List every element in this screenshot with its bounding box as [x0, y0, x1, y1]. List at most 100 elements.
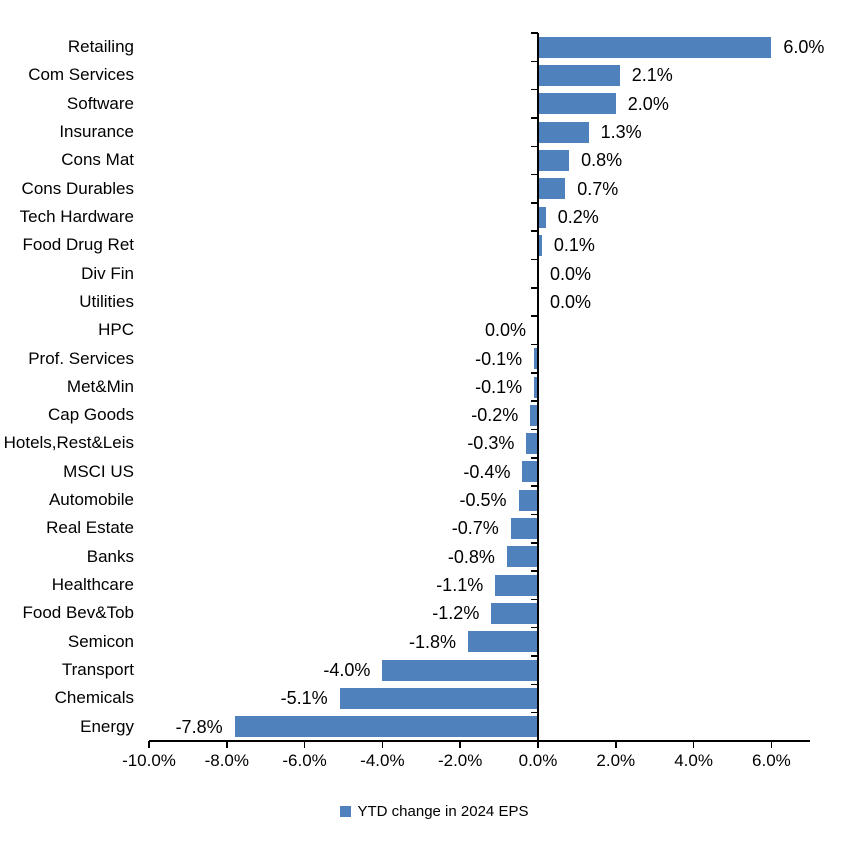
value-label: -5.1%	[280, 688, 328, 709]
bar	[506, 546, 538, 568]
value-axis-tick-label: -8.0%	[204, 751, 249, 770]
value-axis-tick-label: -6.0%	[282, 751, 327, 770]
category-axis-tick-mark	[531, 88, 538, 91]
category-label: Real Estate	[46, 518, 134, 538]
value-label: -0.1%	[475, 348, 523, 369]
bar	[534, 376, 538, 398]
value-label: -1.1%	[436, 575, 484, 596]
value-label: 1.3%	[600, 121, 642, 142]
category-label: Food Drug Ret	[22, 235, 135, 255]
legend-swatch-icon	[339, 806, 351, 817]
legend-label: YTD change in 2024 EPS	[357, 803, 529, 820]
value-label: -0.3%	[467, 433, 515, 454]
category-axis-tick-mark	[531, 570, 538, 572]
category-axis-tick-mark	[531, 683, 538, 686]
category-label: Prof. Services	[28, 348, 134, 368]
category-label: Food Bev&Tob	[22, 603, 134, 623]
category-label: Insurance	[59, 121, 134, 141]
category-label: Semicon	[67, 631, 134, 651]
category-label: Cons Durables	[21, 178, 134, 198]
value-axis-tick-mark	[770, 741, 773, 748]
category-axis-tick-mark	[531, 655, 538, 657]
category-axis-tick-mark	[531, 202, 538, 204]
value-label: 0.0%	[484, 320, 526, 341]
value-label: 0.1%	[553, 235, 595, 256]
bar	[510, 518, 538, 540]
category-axis-tick-mark	[531, 598, 538, 601]
bar	[522, 461, 538, 483]
bar	[538, 178, 566, 200]
value-label: -0.7%	[451, 518, 499, 539]
category-label: Div Fin	[81, 263, 134, 283]
category-label: Healthcare	[51, 575, 134, 595]
category-label: Energy	[80, 716, 134, 736]
category-label: HPC	[98, 320, 134, 340]
value-label: -1.2%	[432, 603, 480, 624]
bar	[518, 489, 538, 511]
category-label: Cap Goods	[48, 405, 134, 425]
category-label: Retailing	[67, 37, 134, 56]
bar	[534, 348, 538, 370]
value-label: -0.5%	[459, 490, 507, 511]
category-axis-tick-mark	[531, 287, 538, 289]
category-label: Automobile	[48, 490, 134, 510]
category-label: MSCI US	[63, 461, 134, 481]
category-axis-tick-mark	[531, 485, 538, 487]
bar	[526, 433, 538, 455]
bar	[538, 234, 542, 256]
value-axis-tick-label: 2.0%	[596, 751, 636, 770]
category-axis-tick-mark	[531, 315, 538, 317]
value-axis-tick-mark	[381, 741, 384, 748]
category-axis-tick-mark	[531, 513, 538, 516]
category-label: Met&Min	[66, 376, 134, 396]
bar	[538, 206, 546, 228]
bar	[495, 574, 538, 596]
value-label: 0.7%	[577, 178, 619, 199]
legend: YTD change in 2024 EPS	[8, 803, 852, 820]
bar	[538, 64, 620, 86]
category-axis-tick-mark	[531, 542, 538, 544]
category-axis-tick-mark	[531, 145, 538, 148]
value-label: 2.0%	[627, 93, 669, 114]
bar	[538, 93, 616, 115]
bar	[467, 631, 538, 653]
category-label: Software	[66, 93, 134, 113]
value-label: -4.0%	[323, 660, 371, 681]
category-label: Transport	[61, 660, 134, 680]
value-axis-tick-mark	[537, 741, 539, 748]
category-axis-tick-mark	[531, 258, 538, 261]
bar	[538, 121, 589, 143]
bar	[234, 716, 538, 738]
value-label: -0.4%	[463, 461, 511, 482]
category-axis-tick-mark	[531, 343, 538, 346]
value-label: -0.8%	[447, 546, 495, 567]
category-axis-tick-mark	[531, 60, 538, 63]
value-label: 6.0%	[783, 37, 825, 57]
category-axis-tick-mark	[531, 457, 538, 459]
category-label: Hotels,Rest&Leis	[3, 433, 134, 453]
value-axis-tick-mark	[303, 741, 306, 748]
category-axis-tick-mark	[531, 32, 538, 34]
bar	[491, 603, 538, 625]
category-axis-tick-mark	[531, 428, 538, 431]
value-label: 2.1%	[631, 65, 673, 86]
value-axis-tick-mark	[148, 741, 150, 748]
category-axis-line	[537, 33, 539, 741]
value-axis-tick-label: -4.0%	[360, 751, 405, 770]
category-axis-tick-mark	[531, 711, 538, 714]
value-axis-tick-label: 6.0%	[752, 751, 791, 770]
category-axis-tick-mark	[531, 173, 538, 176]
bar	[530, 404, 538, 426]
value-axis-tick-label: -10.0%	[122, 751, 176, 770]
value-label: 0.0%	[550, 263, 592, 284]
category-axis-tick-mark	[531, 117, 538, 119]
value-axis-tick-label: 4.0%	[674, 751, 713, 770]
value-label: -0.2%	[471, 405, 519, 426]
value-label: 0.8%	[581, 150, 623, 171]
category-axis-tick-mark	[531, 400, 538, 402]
category-axis-tick-mark	[531, 626, 538, 629]
category-label: Tech Hardware	[19, 206, 134, 226]
value-axis-tick-mark	[459, 741, 461, 748]
category-axis-tick-mark	[531, 230, 538, 232]
